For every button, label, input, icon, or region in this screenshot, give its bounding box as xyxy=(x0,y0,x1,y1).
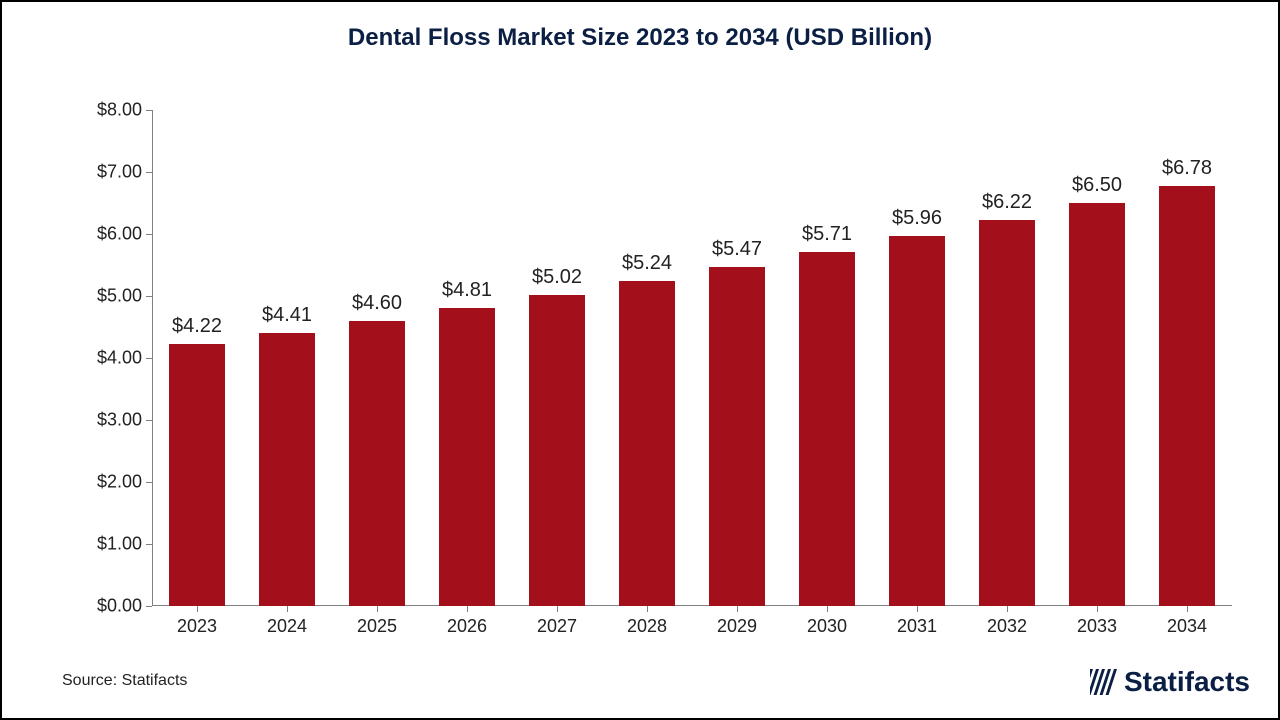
source-text: Source: Statifacts xyxy=(62,672,187,690)
x-tick-mark xyxy=(917,606,918,612)
y-tick-mark xyxy=(146,172,152,173)
x-tick-mark xyxy=(1007,606,1008,612)
bar-value-label: $4.60 xyxy=(352,292,402,315)
bar: $4.60 xyxy=(349,321,405,606)
bar-value-label: $5.02 xyxy=(532,266,582,289)
y-tick-mark xyxy=(146,544,152,545)
bar-value-label: $6.22 xyxy=(982,191,1032,214)
x-tick-mark xyxy=(197,606,198,612)
bar-value-label: $6.50 xyxy=(1072,174,1122,197)
x-tick-label: 2031 xyxy=(897,616,937,637)
bar-value-label: $5.71 xyxy=(802,223,852,246)
x-tick-label: 2033 xyxy=(1077,616,1117,637)
x-tick-label: 2024 xyxy=(267,616,307,637)
bar: $4.22 xyxy=(169,344,225,606)
y-tick-label: $8.00 xyxy=(97,100,142,121)
bar-value-label: $6.78 xyxy=(1162,157,1212,180)
bar: $5.47 xyxy=(709,267,765,606)
y-tick-label: $7.00 xyxy=(97,162,142,183)
x-tick-label: 2029 xyxy=(717,616,757,637)
y-tick-label: $0.00 xyxy=(97,596,142,617)
plot-area: $0.00$1.00$2.00$3.00$4.00$5.00$6.00$7.00… xyxy=(152,110,1232,606)
bar-value-label: $5.96 xyxy=(892,207,942,230)
bar: $6.22 xyxy=(979,220,1035,606)
x-tick-label: 2028 xyxy=(627,616,667,637)
y-tick-mark xyxy=(146,606,152,607)
x-tick-mark xyxy=(557,606,558,612)
bar-value-label: $4.41 xyxy=(262,304,312,327)
bar-value-label: $4.22 xyxy=(172,315,222,338)
x-tick-mark xyxy=(827,606,828,612)
x-tick-mark xyxy=(647,606,648,612)
x-tick-mark xyxy=(1097,606,1098,612)
x-tick-label: 2027 xyxy=(537,616,577,637)
chart-title: Dental Floss Market Size 2023 to 2034 (U… xyxy=(2,24,1278,52)
bar: $4.81 xyxy=(439,308,495,606)
bar: $4.41 xyxy=(259,333,315,606)
chart-frame: Dental Floss Market Size 2023 to 2034 (U… xyxy=(0,0,1280,720)
y-tick-label: $2.00 xyxy=(97,472,142,493)
y-tick-mark xyxy=(146,234,152,235)
bar: $6.78 xyxy=(1159,186,1215,606)
x-tick-label: 2032 xyxy=(987,616,1027,637)
y-tick-label: $5.00 xyxy=(97,286,142,307)
x-tick-mark xyxy=(1187,606,1188,612)
y-tick-label: $1.00 xyxy=(97,534,142,555)
brand-stripes-icon xyxy=(1090,669,1118,695)
bar: $5.24 xyxy=(619,281,675,606)
y-tick-mark xyxy=(146,296,152,297)
y-tick-mark xyxy=(146,482,152,483)
x-tick-mark xyxy=(377,606,378,612)
y-tick-label: $6.00 xyxy=(97,224,142,245)
x-tick-label: 2034 xyxy=(1167,616,1207,637)
y-tick-label: $3.00 xyxy=(97,410,142,431)
y-tick-mark xyxy=(146,420,152,421)
x-tick-mark xyxy=(467,606,468,612)
bar: $5.02 xyxy=(529,295,585,606)
bar: $6.50 xyxy=(1069,203,1125,606)
x-tick-mark xyxy=(287,606,288,612)
bar-value-label: $5.24 xyxy=(622,252,672,275)
brand-text: Statifacts xyxy=(1124,666,1250,698)
bar-value-label: $4.81 xyxy=(442,279,492,302)
y-tick-mark xyxy=(146,358,152,359)
x-tick-mark xyxy=(737,606,738,612)
bar: $5.96 xyxy=(889,236,945,606)
x-tick-label: 2030 xyxy=(807,616,847,637)
bar-value-label: $5.47 xyxy=(712,238,762,261)
y-tick-mark xyxy=(146,110,152,111)
y-axis-line xyxy=(152,110,153,606)
x-tick-label: 2023 xyxy=(177,616,217,637)
brand-logo: Statifacts xyxy=(1090,666,1250,698)
x-tick-label: 2026 xyxy=(447,616,487,637)
x-tick-label: 2025 xyxy=(357,616,397,637)
y-tick-label: $4.00 xyxy=(97,348,142,369)
bar: $5.71 xyxy=(799,252,855,606)
